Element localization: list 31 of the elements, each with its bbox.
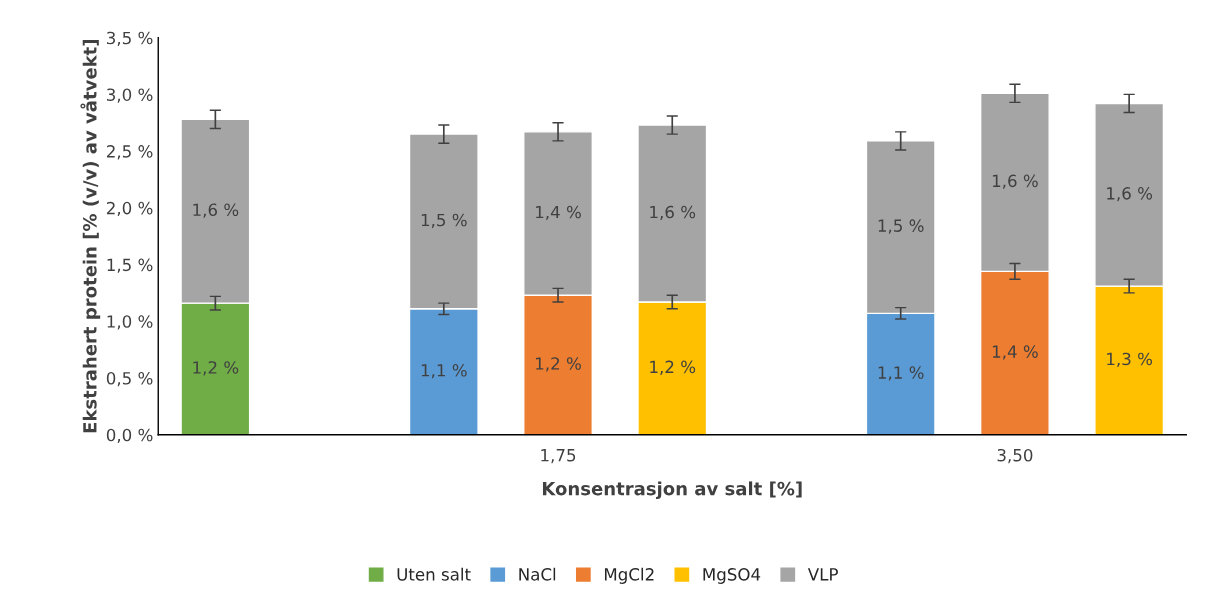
x-tick-label: 1,75 <box>541 449 576 464</box>
y-tick-label: 3,5 % <box>107 31 153 46</box>
x-tick-label: 3,50 <box>997 448 1033 464</box>
y-tick-label: 1,5 % <box>107 258 153 273</box>
data-label: 1,2 % <box>536 357 581 372</box>
y-tick-label: 3,0 % <box>107 88 153 103</box>
y-tick-label: 2,0 % <box>106 201 153 217</box>
data-label: 1,3 % <box>1107 352 1153 367</box>
data-label: 1,1 % <box>421 363 467 379</box>
legend-label: MgCl2 <box>604 567 654 584</box>
data-label: 1,2 % <box>193 361 239 376</box>
data-label: 1,1 % <box>878 366 924 381</box>
legend-label: MgSO4 <box>703 568 761 584</box>
x-axis-title: Konsentrasjon av salt [%] <box>542 481 802 500</box>
data-label: 1,4 % <box>992 345 1038 360</box>
data-label: 1,5 % <box>421 213 467 228</box>
data-label: 1,5 % <box>878 219 924 234</box>
data-label: 1,6 % <box>1107 187 1153 202</box>
y-tick-label: 1,0 % <box>107 315 153 330</box>
data-label: 1,6 % <box>193 203 239 218</box>
data-label: 1,6 % <box>992 174 1038 189</box>
legend-label: VLP <box>807 568 838 581</box>
y-tick-label: 2,5 % <box>106 145 153 160</box>
legend-label: Uten salt <box>397 567 471 581</box>
data-label: 1,6 % <box>650 205 696 221</box>
legend-label: NaCl <box>519 567 556 581</box>
data-label: 1,4 % <box>536 205 581 221</box>
y-tick-label: 0,0 % <box>106 428 153 443</box>
y-axis-title: Ekstrahert protein [% (v/v) av våtvekt] <box>80 40 101 433</box>
data-label: 1,2 % <box>650 360 696 375</box>
y-tick-label: 0,5 % <box>106 371 153 387</box>
